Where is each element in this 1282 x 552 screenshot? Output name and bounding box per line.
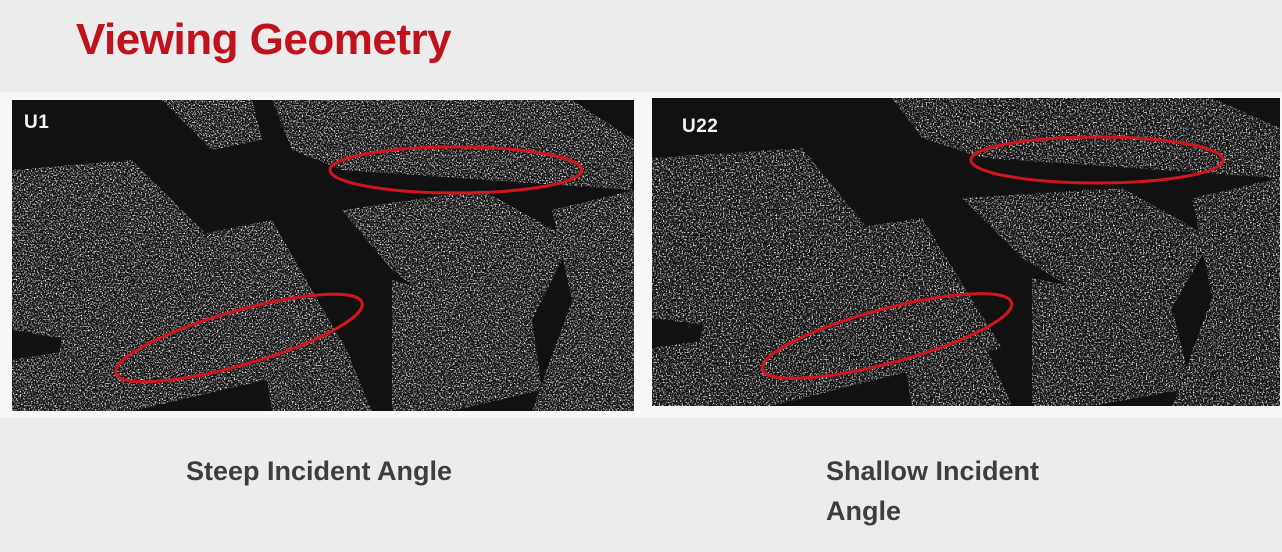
panel-label-u22: U22 (682, 116, 719, 137)
highlight-ellipse-upper (328, 145, 584, 195)
sar-scene-u22 (652, 98, 1280, 406)
highlight-overlay-u1 (114, 145, 584, 384)
slide-title: Viewing Geometry (76, 15, 452, 64)
panel-label-u1: U1 (24, 112, 50, 133)
highlight-ellipse-lower (114, 292, 364, 384)
highlight-ellipse-upper (969, 135, 1225, 185)
caption-steep-incident-angle: Steep Incident Angle (186, 456, 453, 486)
highlight-overlay-u22 (760, 135, 1225, 380)
caption-shallow-incident-angle: Shallow Incident Angle (826, 456, 1040, 526)
sar-image-u22: U22 (652, 98, 1280, 406)
sar-image-u1: U1 (12, 100, 634, 411)
highlight-ellipse-lower (760, 292, 1014, 380)
